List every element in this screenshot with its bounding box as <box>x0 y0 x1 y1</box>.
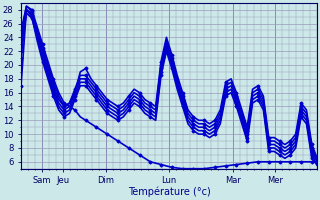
X-axis label: Température (°c): Température (°c) <box>128 187 211 197</box>
